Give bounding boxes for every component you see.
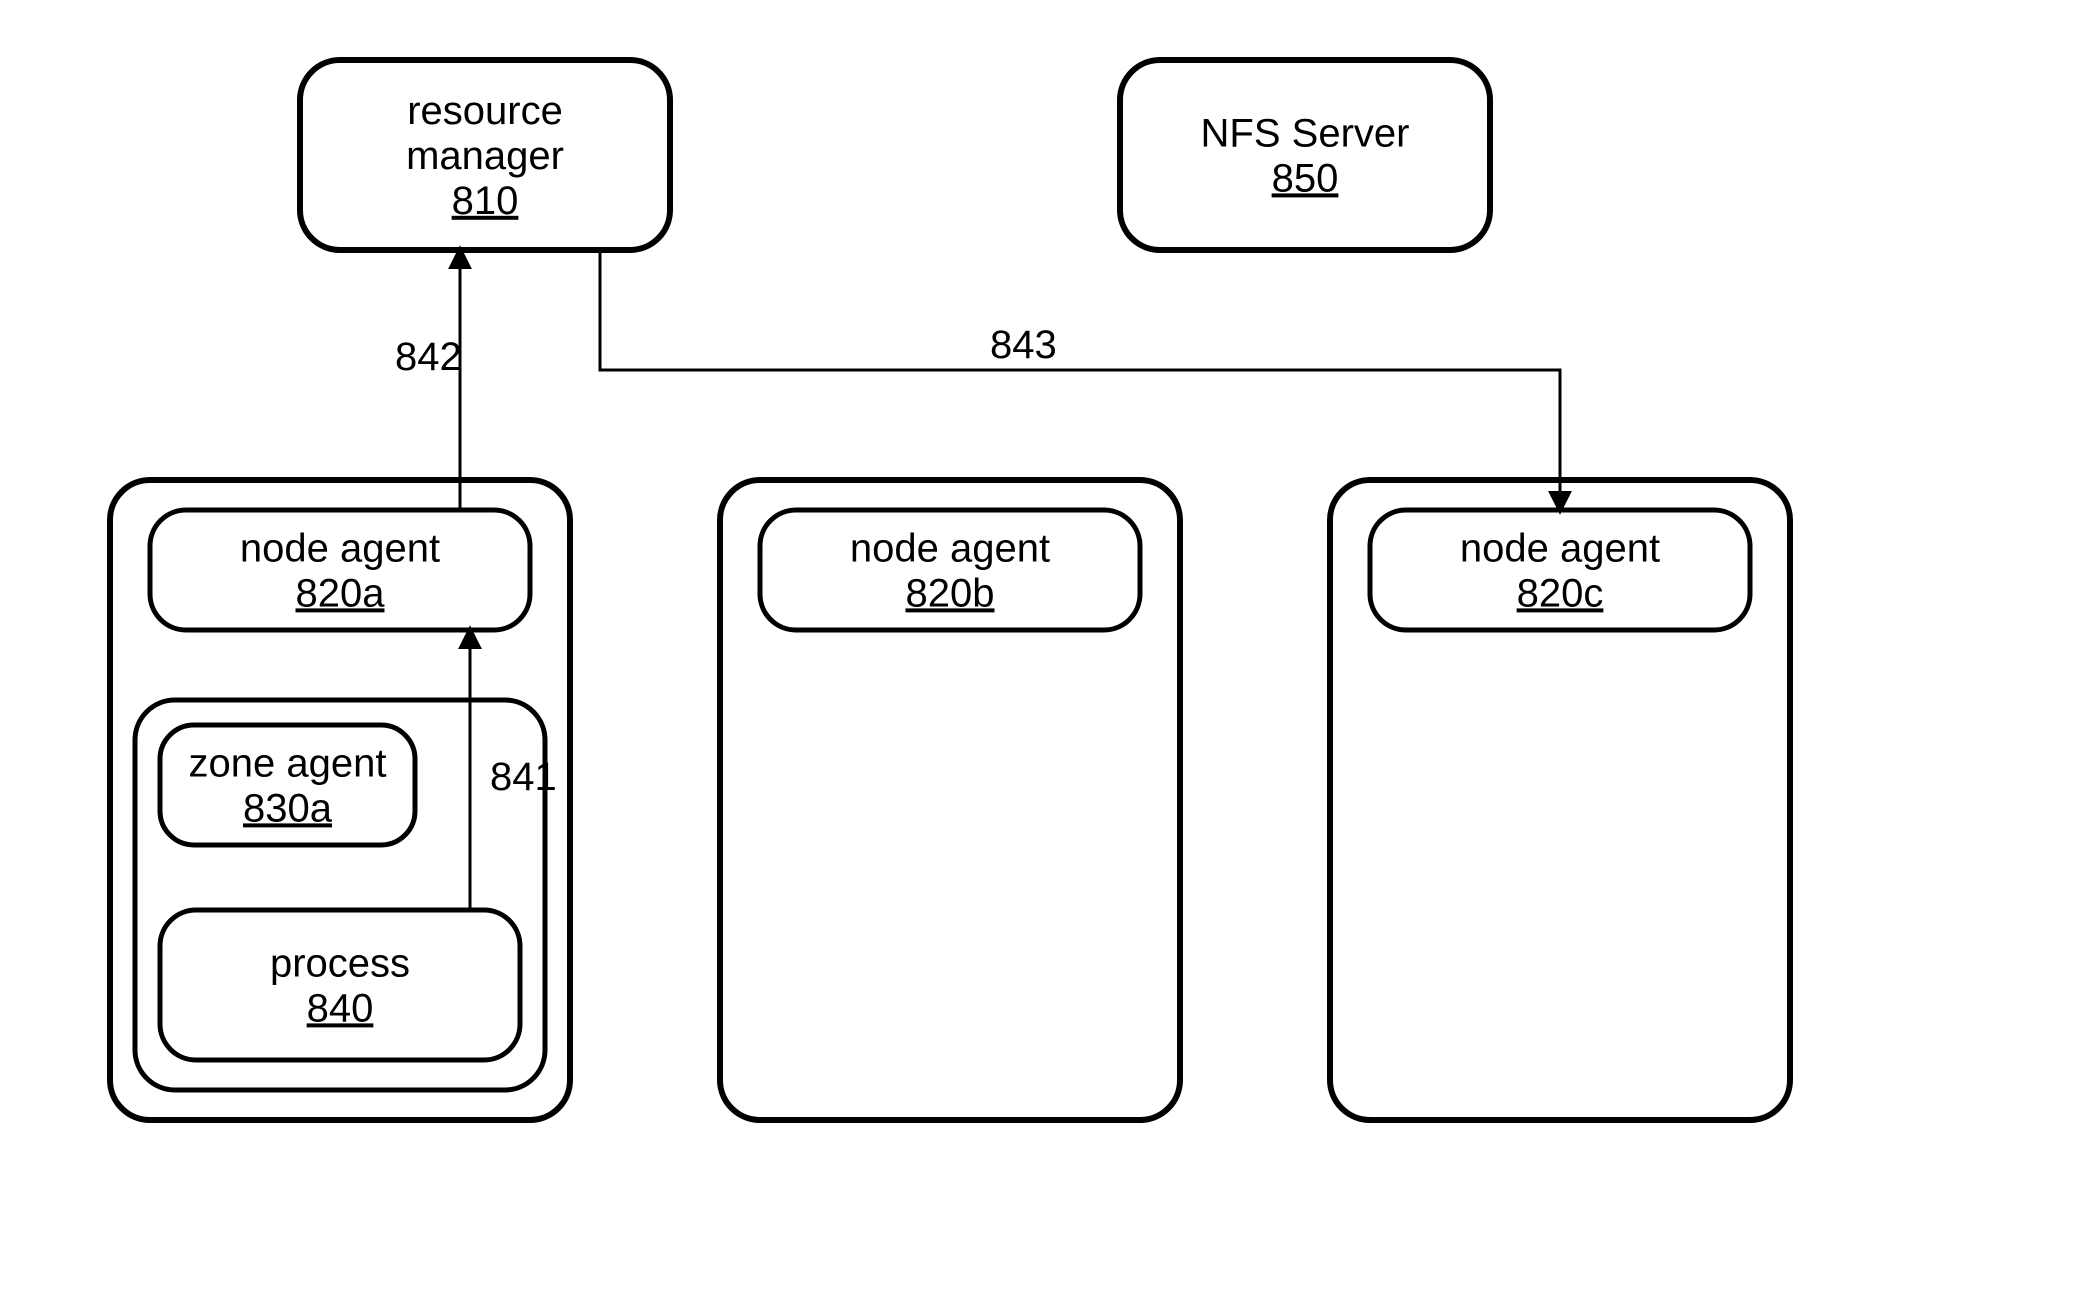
edge-label-e841: 841	[490, 755, 557, 799]
edge-label-e843: 843	[990, 323, 1057, 367]
node3_agent-ref: 820c	[1517, 571, 1604, 615]
node2_agent-ref: 820b	[906, 571, 995, 615]
nfs_server-ref: 850	[1272, 156, 1339, 200]
node1_agent-ref: 820a	[296, 571, 386, 615]
node1_zone_agent-ref: 830a	[243, 786, 333, 830]
edge-label-e842: 842	[395, 335, 462, 379]
resource_manager-ref: 810	[452, 179, 519, 223]
node1_process-ref: 840	[307, 986, 374, 1030]
